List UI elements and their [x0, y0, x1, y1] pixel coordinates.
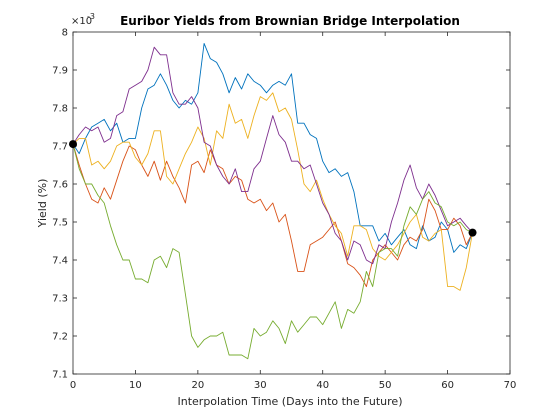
endpoint-marker — [69, 140, 77, 149]
y-axis-exponent-power: -3 — [87, 12, 95, 21]
y-tick-label: 7.5 — [52, 218, 68, 229]
y-tick-label: 7.8 — [52, 104, 68, 115]
x-axis-label: Interpolation Time (Days into the Future… — [178, 395, 403, 408]
y-tick-label: 7.7 — [52, 142, 68, 153]
x-tick-label: 40 — [316, 380, 329, 391]
x-tick-label: 70 — [504, 380, 517, 391]
y-tick-label: 7.2 — [52, 332, 68, 343]
y-tick-label: 7.1 — [52, 370, 68, 381]
y-axis-label: Yield (%) — [36, 179, 49, 229]
x-tick-label: 10 — [129, 380, 142, 391]
y-axis-exponent: ×10 -3 — [71, 12, 95, 27]
x-tick-label: 20 — [191, 380, 204, 391]
x-tick-label: 50 — [379, 380, 392, 391]
series-line-2 — [72, 143, 473, 288]
y-tick-label: 8 — [62, 28, 68, 39]
plot-area: 0 10 20 30 40 50 60 70 7.1 7.2 7.3 7.4 7.5 7.6 7.7 7.8 7… — [52, 28, 516, 392]
y-tick-label: 7.6 — [52, 180, 68, 191]
series-line-4 — [72, 46, 473, 265]
x-tick-label: 30 — [254, 380, 267, 391]
axes-box — [72, 31, 511, 375]
y-tick-label: 7.4 — [52, 256, 68, 267]
series-line-5 — [72, 143, 473, 360]
y-tick-label: 7.3 — [52, 294, 68, 305]
x-tick-label: 0 — [70, 380, 76, 391]
x-tick-label: 60 — [441, 380, 454, 391]
series-line-1 — [72, 42, 473, 253]
y-tick-label: 7.9 — [52, 66, 68, 77]
series-line-3 — [72, 92, 473, 291]
chart-title: Euribor Yields from Brownian Bridge Inte… — [120, 14, 460, 28]
endpoint-marker — [468, 228, 477, 237]
y-axis-exponent-base: ×10 — [71, 16, 92, 27]
